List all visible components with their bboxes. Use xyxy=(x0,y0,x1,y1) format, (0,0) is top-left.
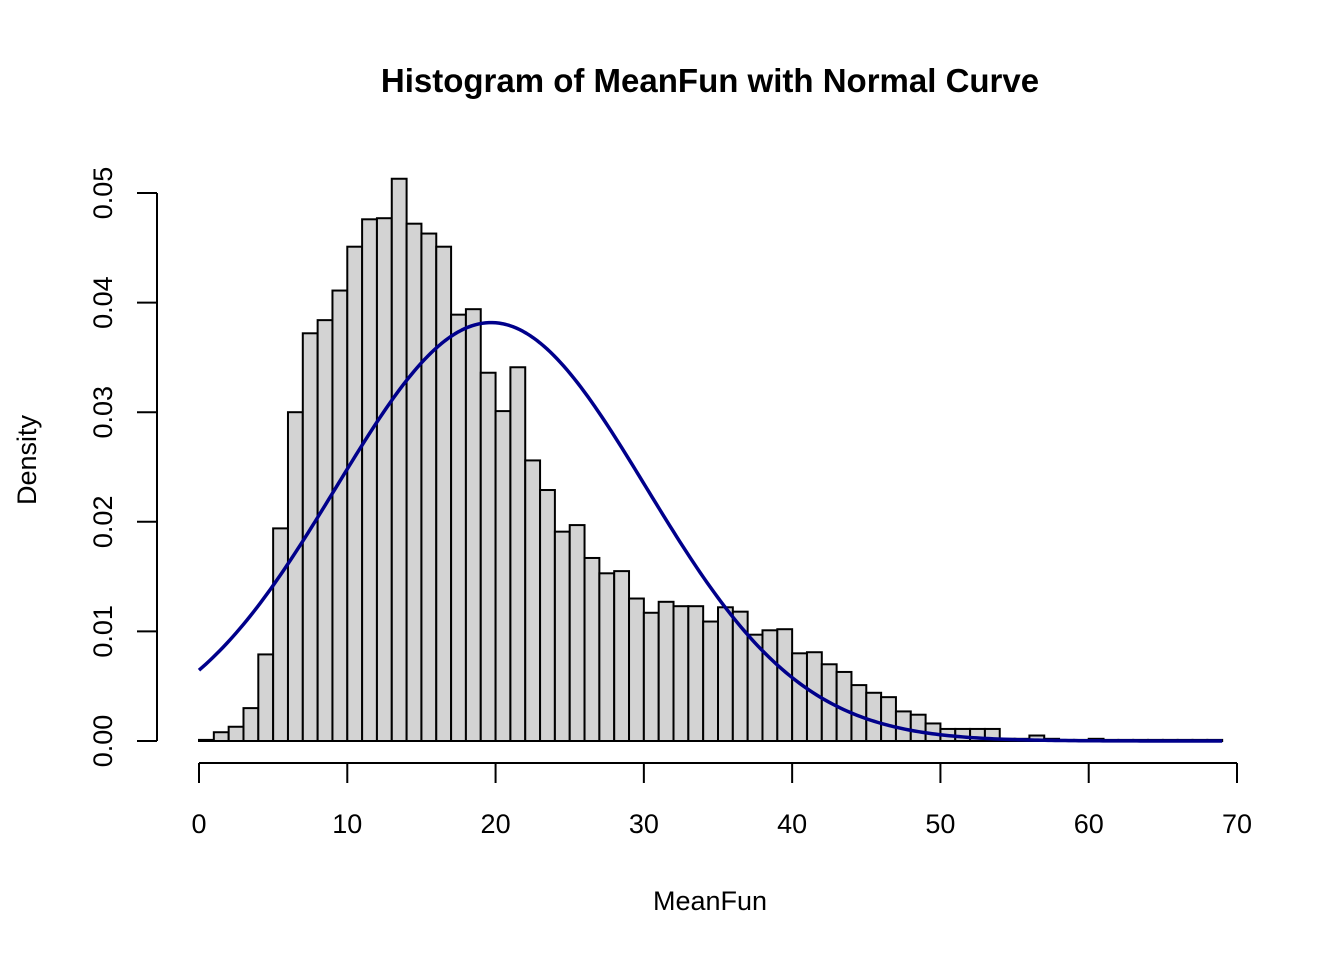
histogram-bar xyxy=(198,738,215,743)
histogram-bar xyxy=(880,696,897,742)
x-axis: 0 10 20 30 40 50 60 70 xyxy=(191,762,1252,839)
histogram-bar xyxy=(702,620,719,742)
histogram-bar xyxy=(464,308,482,742)
histogram-bar xyxy=(479,371,497,742)
histogram-bar xyxy=(553,530,571,742)
histogram-bar xyxy=(212,731,230,742)
chart-title: Histogram of MeanFun with Normal Curve xyxy=(381,62,1039,99)
y-tick-label: 0.04 xyxy=(88,276,118,329)
y-axis: 0.00 0.01 0.02 0.03 0.04 0.05 xyxy=(88,167,158,768)
x-tick-label: 40 xyxy=(777,809,807,839)
histogram-bar xyxy=(346,245,364,742)
y-tick-label: 0.02 xyxy=(88,496,118,549)
histogram-bar xyxy=(598,572,616,742)
y-tick-label: 0.00 xyxy=(88,715,118,768)
x-tick-label: 0 xyxy=(191,809,206,839)
histogram-bar xyxy=(613,570,631,742)
normal-curve xyxy=(197,320,1223,743)
y-tick-label: 0.03 xyxy=(88,386,118,439)
histogram-bar xyxy=(272,527,289,742)
histogram-bar xyxy=(331,289,349,742)
histogram-bar xyxy=(761,629,779,742)
histogram-bar xyxy=(657,600,675,742)
histogram-bar xyxy=(628,597,645,743)
x-tick-label: 50 xyxy=(925,809,955,839)
histogram-bar xyxy=(865,691,883,743)
histogram-bar xyxy=(361,218,378,743)
histogram-bar xyxy=(642,611,660,743)
histogram-bar xyxy=(509,366,527,742)
y-tick-label: 0.01 xyxy=(88,605,118,658)
histogram-bar xyxy=(375,217,393,742)
histogram-bar xyxy=(524,459,542,742)
histogram-bar xyxy=(687,605,705,742)
histogram-bar xyxy=(435,245,453,742)
histogram-bar xyxy=(583,556,601,742)
histogram-bar xyxy=(420,232,438,743)
histogram-bar xyxy=(717,606,734,742)
x-tick-label: 10 xyxy=(332,809,362,839)
histogram-bar xyxy=(539,489,556,742)
histogram-bar xyxy=(405,222,423,742)
histogram-bar xyxy=(909,713,927,743)
histogram-bar xyxy=(286,411,304,742)
histogram-bar xyxy=(242,707,260,742)
histogram-bar xyxy=(316,319,334,742)
x-axis-label: MeanFun xyxy=(653,886,767,916)
histogram-bar xyxy=(227,725,245,742)
x-tick-label: 30 xyxy=(629,809,659,839)
x-tick-label: 60 xyxy=(1074,809,1104,839)
histogram-bar xyxy=(791,652,808,743)
histogram-bar xyxy=(257,653,275,742)
histogram-bar xyxy=(568,524,586,743)
histogram-bar xyxy=(494,410,512,742)
histogram-bar xyxy=(450,313,467,742)
histogram-bar xyxy=(776,628,794,743)
x-tick-label: 20 xyxy=(481,809,511,839)
y-tick-label: 0.05 xyxy=(88,167,118,220)
histogram-bar xyxy=(672,605,690,742)
y-axis-label: Density xyxy=(12,414,42,505)
x-tick-label: 70 xyxy=(1222,809,1252,839)
histogram-bar xyxy=(390,177,408,742)
